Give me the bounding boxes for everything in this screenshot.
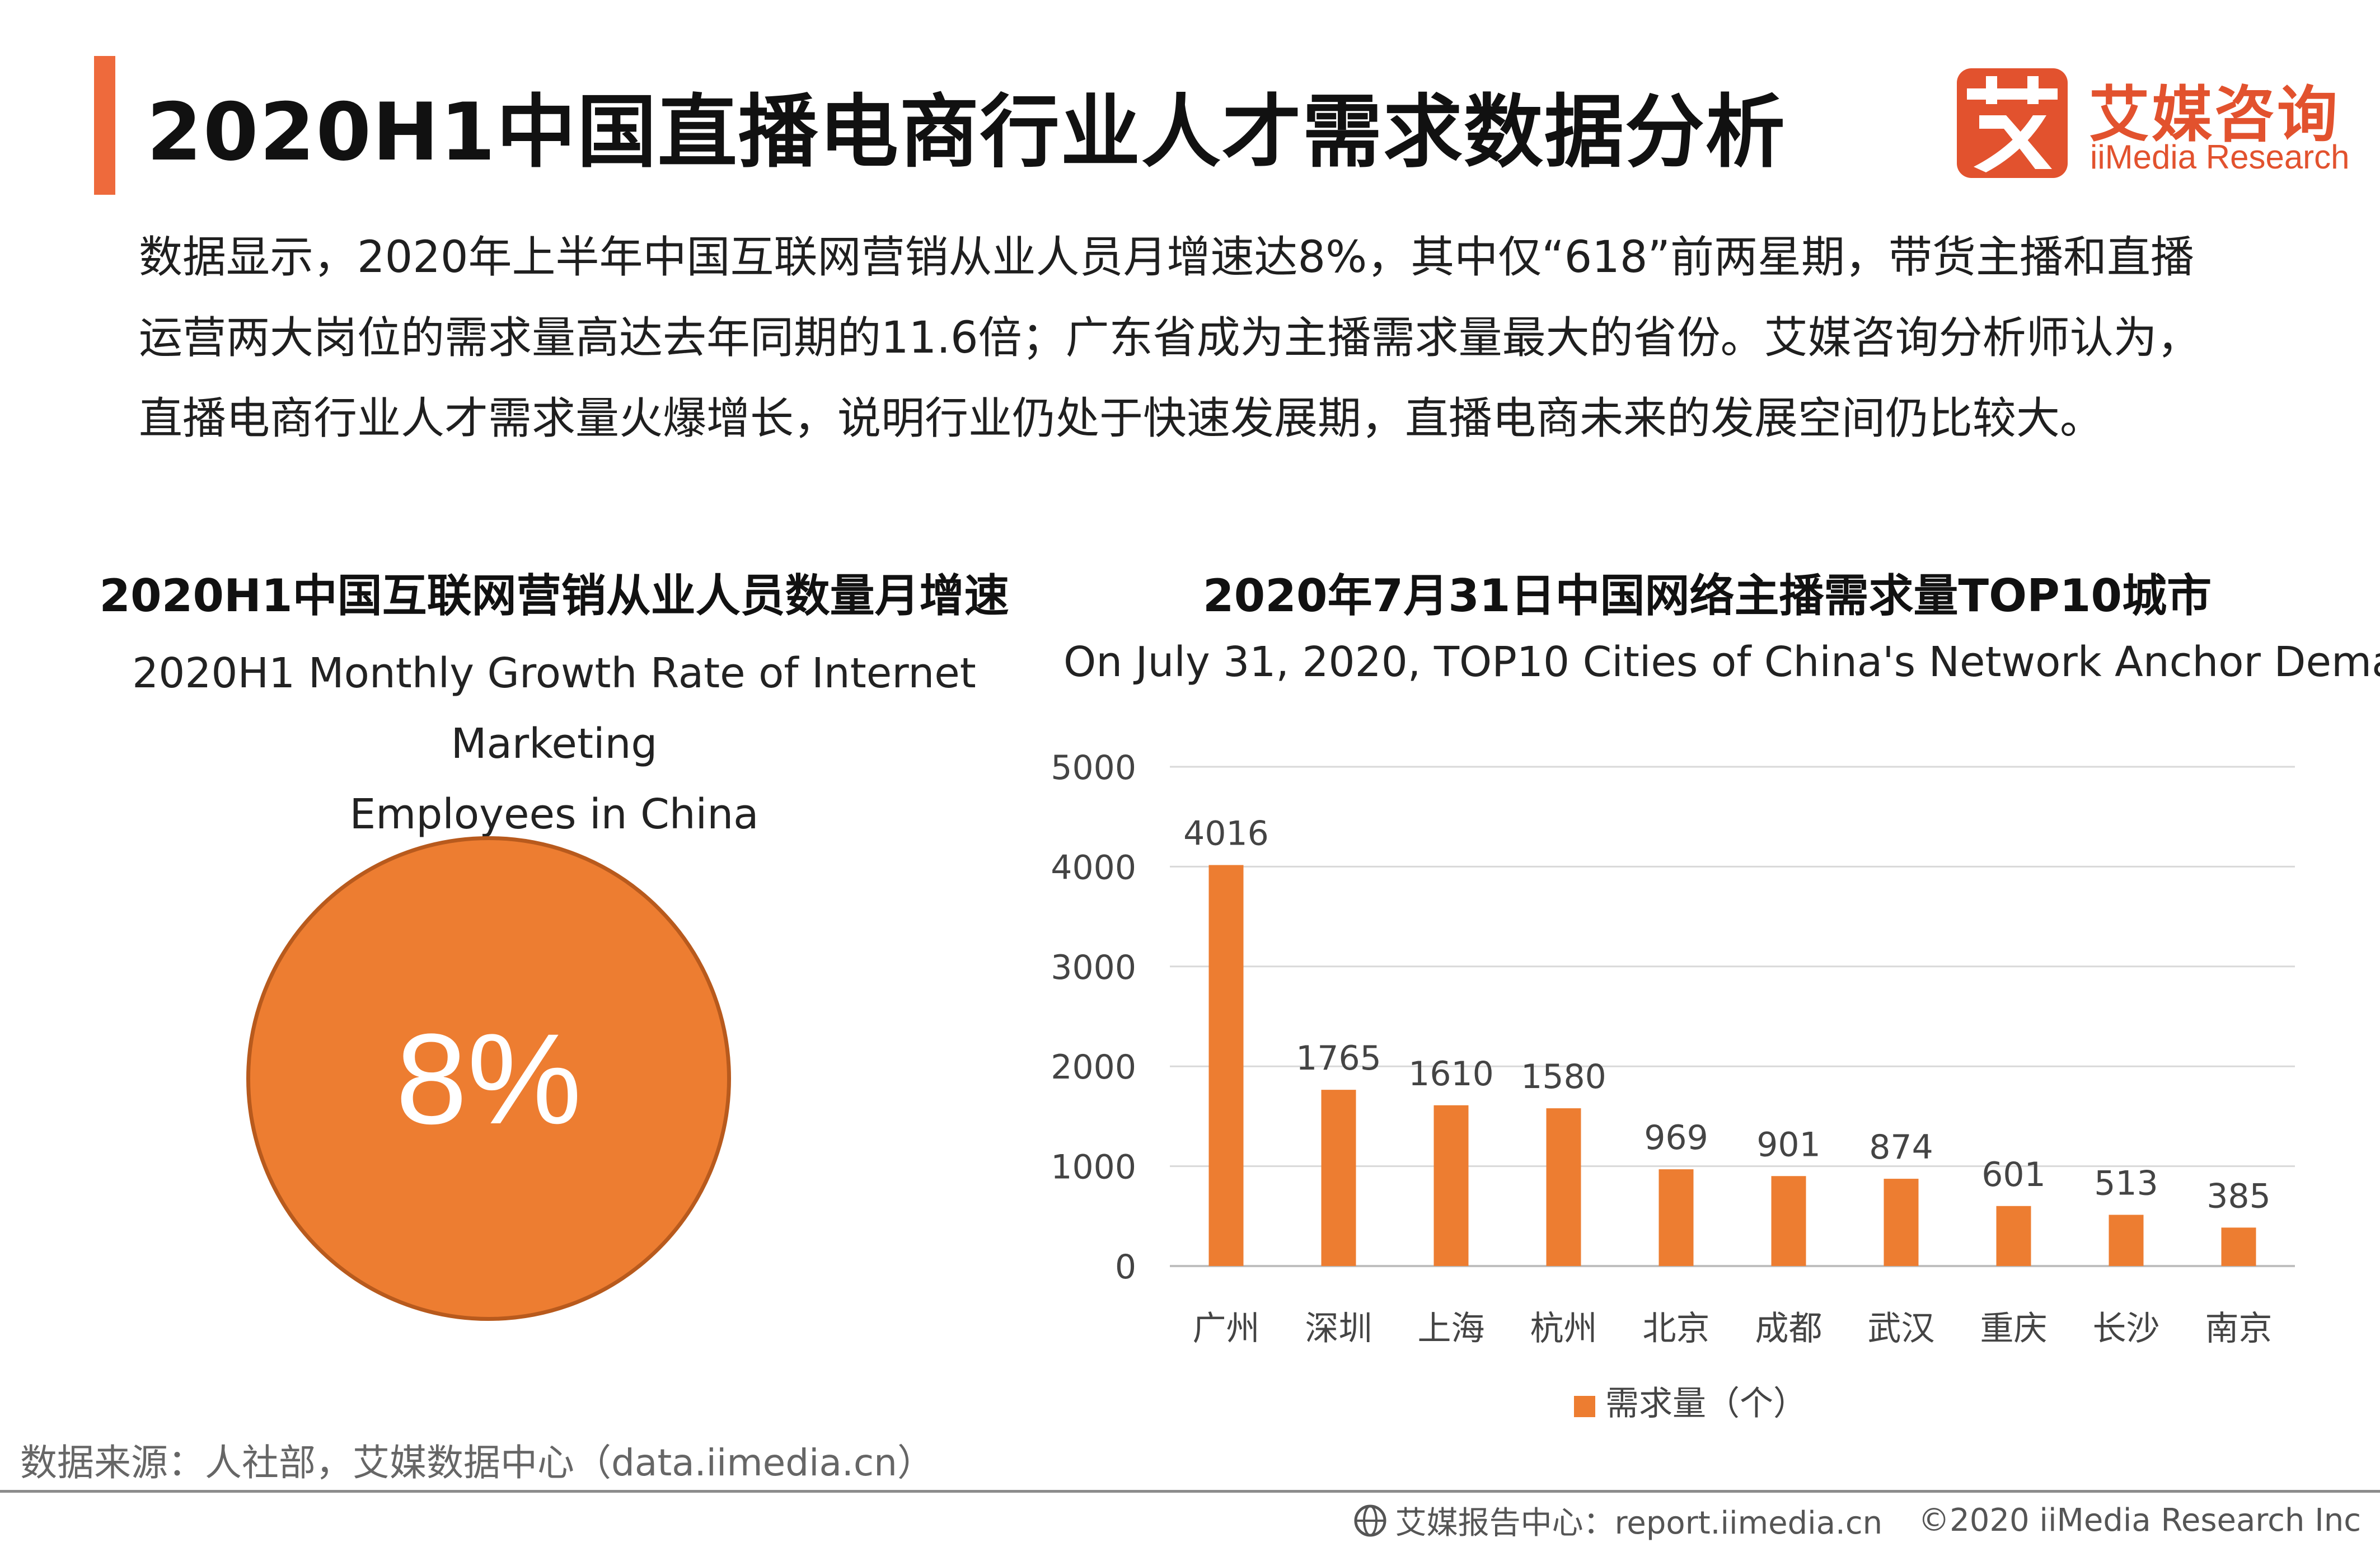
- y-tick-label: 1000: [1051, 1148, 1136, 1187]
- bar: [1884, 1179, 1919, 1266]
- bar: [1208, 865, 1244, 1266]
- y-tick-label: 4000: [1051, 848, 1136, 887]
- x-tick-label: 武汉: [1868, 1309, 1935, 1348]
- x-tick-label: 长沙: [2093, 1309, 2160, 1348]
- iimedia-logo: 艾媒咨询 iiMedia Research: [1957, 66, 2350, 178]
- bar: [2109, 1215, 2144, 1266]
- x-tick-label: 杭州: [1530, 1309, 1597, 1348]
- left-chart-title: 2020H1中国互联网营销从业人员数量月增速: [99, 570, 1009, 622]
- data-source: 数据来源：人社部，艾媒数据中心（data.iimedia.cn）: [20, 1441, 934, 1484]
- y-tick-label: 0: [1115, 1248, 1136, 1287]
- x-tick-label: 广州: [1193, 1309, 1260, 1348]
- description-line-1: 数据显示，2020年上半年中国互联网营销从业人员月增速达8%，其中仅“618”前…: [139, 232, 2194, 283]
- bar: [1996, 1206, 2031, 1266]
- title-accent-bar: [94, 56, 115, 195]
- bar: [1546, 1108, 1581, 1266]
- data-label: 901: [1756, 1125, 1821, 1164]
- y-tick-label: 2000: [1051, 1048, 1136, 1087]
- growth-rate-circle: 8%: [246, 836, 731, 1321]
- left-subtitle-line-1: 2020H1 Monthly Growth Rate of Internet M…: [132, 649, 976, 768]
- bar: [1321, 1090, 1356, 1266]
- footer-report-link[interactable]: 艾媒报告中心：report.iimedia.cn: [1395, 1505, 1883, 1541]
- y-tick-label: 3000: [1051, 948, 1136, 987]
- legend-label: 需求量（个）: [1605, 1384, 1807, 1423]
- data-label: 385: [2206, 1176, 2271, 1216]
- logo-mark-icon: [1957, 68, 2068, 178]
- logo-chinese-name: 艾媒咨询: [2089, 80, 2340, 150]
- page-title: 2020H1中国直播电商行业人才需求数据分析: [147, 86, 1786, 179]
- logo-english-name: iiMedia Research: [2090, 138, 2350, 176]
- description-line-2: 运营两大岗位的需求量高达去年同期的11.6倍；广东省成为主播需求量最大的省份。艾…: [139, 313, 2201, 363]
- description-line-3: 直播电商行业人才需求量火爆增长，说明行业仍处于快速发展期，直播电商未来的发展空间…: [139, 393, 2104, 444]
- x-tick-label: 成都: [1755, 1309, 1823, 1348]
- x-tick-label: 重庆: [1980, 1309, 2048, 1348]
- bar: [1433, 1105, 1469, 1266]
- x-tick-label: 北京: [1643, 1309, 1710, 1348]
- data-label: 4016: [1183, 814, 1269, 854]
- data-label: 601: [1981, 1155, 2046, 1194]
- bar: [1771, 1176, 1806, 1266]
- bar: [2221, 1227, 2256, 1266]
- legend-swatch: [1574, 1396, 1595, 1417]
- footer-divider: [0, 1490, 2380, 1493]
- right-chart-subtitle: On July 31, 2020, TOP10 Cities of China'…: [1063, 638, 2380, 686]
- left-subtitle-line-2: Employees in China: [349, 790, 759, 838]
- x-tick-label: 深圳: [1305, 1309, 1372, 1348]
- footer: 艾媒报告中心：report.iimedia.cn ©2020 iiMedia R…: [1353, 1498, 2361, 1543]
- x-tick-label: 南京: [2205, 1309, 2273, 1348]
- data-label: 874: [1869, 1128, 1933, 1167]
- data-label: 1610: [1408, 1054, 1494, 1094]
- left-chart-subtitle: 2020H1 Monthly Growth Rate of Internet M…: [56, 638, 1052, 850]
- x-tick-label: 上海: [1418, 1309, 1485, 1348]
- data-label: 969: [1644, 1118, 1708, 1157]
- data-label: 1765: [1296, 1039, 1381, 1078]
- footer-copyright: ©2020 iiMedia Research Inc: [1918, 1502, 2361, 1539]
- data-label: 513: [2094, 1164, 2158, 1203]
- growth-rate-value: 8%: [395, 1006, 582, 1151]
- right-chart-title: 2020年7月31日中国网络主播需求量TOP10城市: [1202, 570, 2212, 622]
- description-paragraph: 数据显示，2020年上半年中国互联网营销从业人员月增速达8%，其中仅“618”前…: [139, 217, 2299, 459]
- bar: [1658, 1169, 1694, 1266]
- globe-icon: [1354, 1504, 1386, 1536]
- y-tick-label: 5000: [1051, 748, 1136, 787]
- data-label: 1580: [1521, 1057, 1606, 1096]
